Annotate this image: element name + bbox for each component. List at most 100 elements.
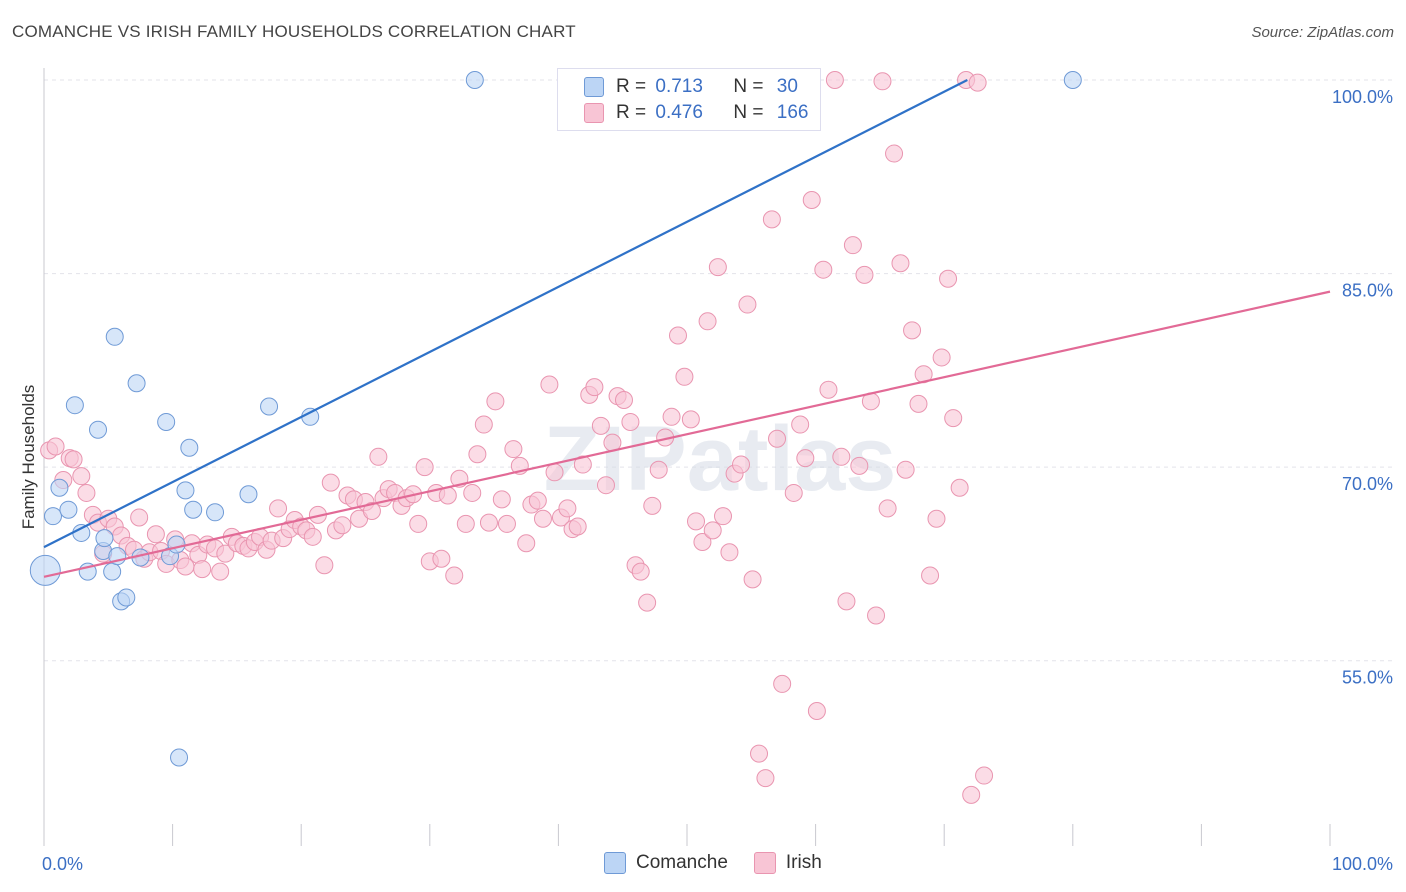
irish-point [819,380,838,399]
irish-point [698,312,717,331]
comanche-point [65,396,84,415]
irish-point [738,295,757,314]
comanche-trend-line [43,79,968,549]
irish-point [474,415,493,434]
comanche-point [59,500,78,519]
irish-point [662,407,681,426]
irish-point [72,467,91,486]
irish-point [814,260,833,279]
irish-point [445,566,464,585]
irish-point [540,375,559,394]
irish-point [962,785,981,804]
comanche-point [29,554,61,586]
legend-n-label: N = [733,76,764,97]
irish-point [643,496,662,515]
irish-point [432,549,451,568]
irish-point [743,570,762,589]
irish-point [768,429,787,448]
irish-point [668,326,687,345]
irish-point [944,409,963,428]
comanche-point [301,407,320,426]
irish-point [591,416,610,435]
irish-point [568,517,587,536]
irish-point [130,508,149,527]
irish-point [211,562,230,581]
y-axis-label: Family Households [19,385,38,530]
irish-point [885,144,904,163]
legend-r-label: R = [616,102,647,123]
irish-point [687,512,706,531]
comanche-point [176,481,195,500]
irish-point [832,447,851,466]
irish-point [456,514,475,533]
irish-point [796,449,815,468]
irish-point [708,258,727,277]
comanche-legend-swatch [604,852,626,874]
irish-point [492,490,511,509]
irish-point [528,491,547,510]
irish-point [903,321,922,340]
irish-point [216,544,235,563]
irish-legend-swatch [753,852,776,874]
irish-point [675,367,694,386]
irish-point [193,560,212,579]
y-tick-label: 70.0% [1342,474,1393,494]
irish-point [773,674,792,693]
legend-n-value-comanche: 30 [776,76,798,97]
irish-point [850,456,869,475]
comanche-point [44,507,63,526]
comanche-point [1063,71,1082,89]
irish-point [362,502,381,521]
comanche-point [105,327,124,346]
irish-point [463,483,482,502]
irish-point [873,72,892,91]
irish-legend-label: Irish [785,852,822,873]
grid-lines [44,79,1395,662]
irish-point [468,445,487,464]
comanche-point [170,748,189,767]
comanche-point [465,71,484,89]
comanche-point [72,523,91,542]
comanche-point [260,397,279,416]
irish-point [825,71,844,89]
irish-point [46,437,65,456]
x-tick-label: 0.0% [42,854,83,874]
irish-point [369,447,388,466]
irish-point [585,378,604,397]
irish-point [878,499,897,518]
irish-point [802,191,821,210]
comanche-point [239,485,258,504]
x-tick-label: 100.0% [1332,854,1393,874]
irish-point [596,476,615,495]
legend-r-value-irish: 0.476 [655,102,703,123]
legend-n-value-irish: 166 [776,102,809,123]
irish-point [269,499,288,518]
irish-point [932,348,951,367]
irish-point [762,210,781,229]
irish-point [681,410,700,429]
irish-point [545,463,564,482]
irish-point [867,606,886,625]
comanche-point [206,503,225,522]
legend-row-irish: R = 0.476 N = 166 [584,100,808,126]
irish-point [517,534,536,553]
irish-point [750,744,769,763]
irish-trend-line [43,290,1331,578]
comanche-point [50,478,69,497]
irish-point [573,455,592,474]
irish-point [784,483,803,502]
chart-title: COMANCHE VS IRISH FAMILY HOUSEHOLDS CORR… [12,22,576,41]
legend-n-label: N = [733,102,764,123]
comanche-swatch [584,77,604,97]
y-tick-label: 55.0% [1342,668,1393,688]
irish-point [631,562,650,581]
legend-r-label: R = [616,76,647,97]
comanche-point [157,412,176,431]
trend-lines [43,79,1331,578]
irish-point [703,521,722,540]
irish-point [614,391,633,410]
source-label: Source: ZipAtlas.com [1251,24,1394,41]
irish-point [807,702,826,721]
irish-point [968,73,987,92]
